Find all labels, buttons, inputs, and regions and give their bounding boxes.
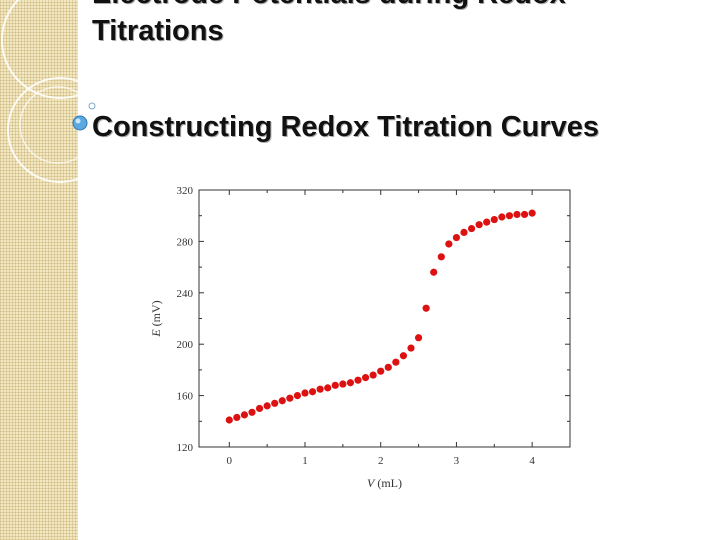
data-point: [407, 344, 415, 352]
x-tick-label: 3: [454, 455, 460, 467]
data-point: [414, 334, 423, 342]
y-tick-label: 280: [177, 236, 194, 248]
data-point: [248, 408, 256, 416]
data-point: [339, 380, 347, 388]
data-point: [263, 402, 271, 410]
data-point: [452, 233, 461, 242]
data-point: [278, 397, 286, 405]
slide-title-line1: Electrode Potentials during Redox: [92, 0, 692, 13]
y-axis-variable: E: [149, 329, 163, 338]
data-point: [483, 218, 491, 226]
x-axis-unit: (mL): [374, 476, 402, 490]
y-axis-unit: (mV): [149, 300, 163, 329]
data-point: [354, 376, 362, 384]
x-tick-label: 2: [378, 455, 384, 467]
titration-chart: 120 160 200 240 280 320 0 1 2 3 4 V (mL) E (mV): [149, 185, 571, 490]
data-point: [316, 385, 324, 393]
data-point: [505, 212, 514, 220]
data-point: [528, 209, 536, 217]
data-point: [255, 404, 264, 413]
plot-frame: [198, 189, 571, 448]
data-point: [520, 210, 529, 219]
y-tick-label: 120: [177, 442, 194, 454]
data-point: [324, 384, 332, 392]
sidebar-pattern: [0, 0, 78, 540]
x-tick-label: 1: [302, 455, 308, 467]
data-point: [233, 413, 241, 422]
data-point: [422, 304, 430, 312]
y-tick-label: 320: [177, 185, 194, 197]
data-point: [445, 240, 453, 248]
data-point: [240, 411, 249, 419]
data-point: [361, 374, 370, 382]
data-point: [430, 268, 438, 276]
y-tick-label: 160: [177, 391, 194, 403]
x-axis-variable: V: [367, 476, 376, 490]
data-point: [467, 224, 476, 233]
data-point: [301, 389, 309, 397]
data-point: [490, 215, 498, 224]
x-tick-label: 4: [529, 455, 535, 467]
x-axis-label: V (mL): [367, 476, 402, 490]
data-point: [286, 394, 294, 402]
data-point: [271, 399, 279, 407]
data-point: [513, 210, 521, 219]
data-point: [437, 253, 445, 261]
data-point: [392, 358, 400, 366]
data-point: [225, 416, 233, 424]
slide-subtitle: Constructing Redox Titration Curves: [92, 111, 600, 143]
data-point: [346, 379, 355, 387]
y-tick-label: 240: [177, 288, 194, 300]
slide-title: Electrode Potentials during Redox Titrat…: [92, 0, 692, 50]
data-point: [331, 381, 339, 389]
data-point: [377, 367, 385, 375]
x-tick-label: 0: [227, 455, 233, 467]
data-point: [308, 388, 317, 396]
data-point: [498, 213, 506, 221]
data-point: [384, 363, 392, 371]
data-point: [369, 371, 377, 379]
slide-title-line2: Titrations: [92, 15, 224, 47]
data-point: [475, 221, 483, 229]
data-point: [460, 228, 468, 237]
y-axis-label: E (mV): [149, 300, 163, 337]
y-tick-label: 200: [177, 339, 194, 351]
data-point: [293, 392, 302, 400]
plot-area: 120 160 200 240 280 320 0 1 2 3 4 V (mL) E (mV): [149, 185, 571, 490]
data-point: [399, 352, 408, 360]
